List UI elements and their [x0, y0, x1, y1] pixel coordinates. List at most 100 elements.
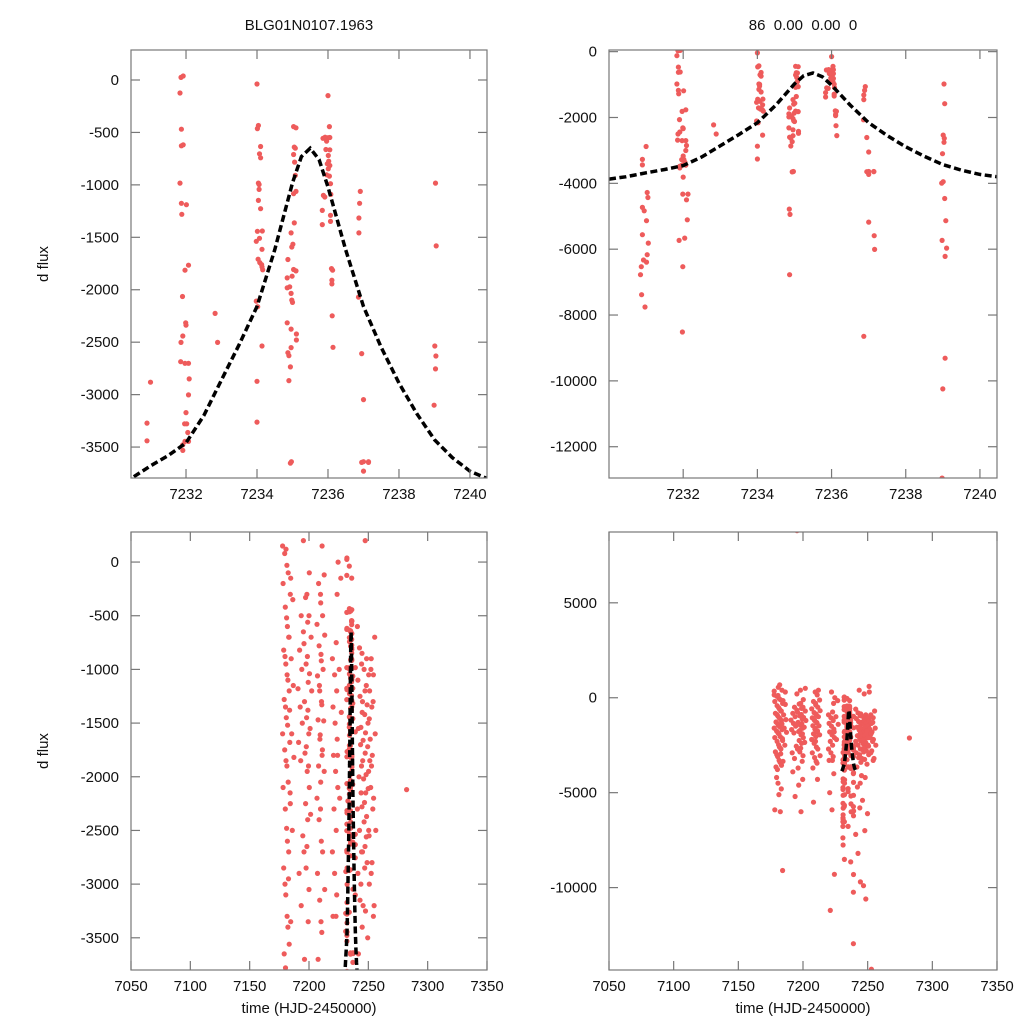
- data-point: [283, 546, 289, 552]
- data-point: [287, 739, 293, 746]
- data-point: [794, 691, 800, 697]
- data-point: [638, 264, 644, 270]
- data-point: [321, 768, 327, 775]
- data-point: [285, 779, 291, 785]
- data-point: [840, 786, 846, 793]
- data-point: [675, 131, 681, 137]
- data-point: [850, 779, 857, 786]
- data-point: [942, 195, 948, 202]
- data-point: [855, 742, 861, 748]
- data-point: [350, 959, 356, 966]
- y-tick-label: -5000: [559, 785, 597, 802]
- data-point: [321, 572, 327, 578]
- data-point: [358, 517, 363, 522]
- data-point: [357, 897, 363, 903]
- data-point: [359, 804, 365, 810]
- data-point: [841, 856, 848, 863]
- data-point: [344, 687, 350, 693]
- data-point: [316, 580, 322, 587]
- data-point: [681, 88, 687, 94]
- data-point: [254, 81, 260, 87]
- data-point: [639, 156, 646, 162]
- data-point: [871, 168, 877, 175]
- data-point: [814, 692, 820, 698]
- data-point: [259, 343, 265, 349]
- data-point: [256, 151, 263, 157]
- data-point: [185, 392, 192, 398]
- data-point: [285, 924, 291, 930]
- data-point: [288, 459, 294, 465]
- data-point: [372, 731, 378, 737]
- data-point: [335, 989, 340, 994]
- data-point: [184, 421, 190, 427]
- panel-1: 7232 7234 7236 7238 7240 0 -500 -1000 -1500 -2000…: [35, 17, 488, 503]
- data-point: [330, 704, 336, 710]
- data-point: [288, 326, 294, 332]
- data-point: [680, 191, 686, 197]
- data-point: [677, 69, 683, 75]
- data-point: [326, 124, 332, 130]
- data-point: [289, 827, 295, 834]
- data-point: [254, 419, 260, 425]
- y-tick-label: -2500: [81, 822, 119, 839]
- x-tick-label: 7250: [851, 978, 884, 995]
- x-tick-label: 7240: [963, 486, 996, 503]
- data-point: [857, 879, 864, 885]
- data-point: [793, 723, 799, 729]
- data-point: [362, 908, 369, 914]
- data-point: [185, 360, 192, 366]
- data-point: [790, 168, 797, 175]
- data-point: [680, 174, 686, 180]
- data-point: [255, 122, 261, 129]
- y-tick-label: -2000: [559, 109, 597, 126]
- data-point: [324, 138, 330, 144]
- data-point: [317, 736, 323, 742]
- data-point: [291, 151, 297, 158]
- data-point: [282, 704, 289, 710]
- data-point: [320, 849, 326, 855]
- data-point: [356, 215, 362, 221]
- data-point: [796, 782, 802, 788]
- data-point: [639, 232, 646, 238]
- data-point: [286, 378, 292, 384]
- y-tick-label: -1500: [81, 715, 119, 732]
- data-point: [786, 125, 792, 131]
- data-point: [841, 802, 848, 808]
- data-point: [866, 168, 872, 175]
- data-point: [359, 661, 365, 667]
- data-point: [180, 142, 186, 148]
- y-tick-label: -1000: [81, 661, 119, 678]
- x-tick-label: 7350: [980, 978, 1013, 995]
- data-point: [305, 817, 311, 823]
- data-point: [810, 765, 816, 771]
- data-point: [368, 784, 374, 791]
- data-point: [369, 860, 375, 866]
- observation-points: [637, 50, 950, 478]
- data-point: [802, 739, 808, 746]
- data-point: [177, 180, 183, 186]
- data-point: [432, 343, 438, 349]
- data-point: [783, 729, 790, 735]
- data-point: [782, 701, 788, 708]
- y-tick-label: 0: [589, 690, 597, 707]
- data-point: [754, 143, 761, 149]
- x-tick-label: 7234: [240, 486, 273, 503]
- data-point: [319, 222, 325, 228]
- data-point: [285, 876, 292, 882]
- data-point: [675, 64, 682, 70]
- data-point: [304, 768, 310, 775]
- data-point: [289, 731, 295, 737]
- data-point: [280, 731, 286, 737]
- data-point: [327, 212, 334, 218]
- data-point: [758, 73, 764, 79]
- x-tick-label: 7200: [292, 978, 325, 995]
- y-tick-label: -500: [89, 124, 119, 141]
- data-point: [371, 795, 377, 801]
- data-point: [357, 693, 363, 699]
- data-point: [332, 672, 338, 678]
- data-point: [287, 707, 293, 713]
- data-point: [364, 813, 370, 820]
- data-point: [809, 706, 815, 712]
- data-point: [303, 865, 309, 871]
- data-point: [318, 919, 324, 925]
